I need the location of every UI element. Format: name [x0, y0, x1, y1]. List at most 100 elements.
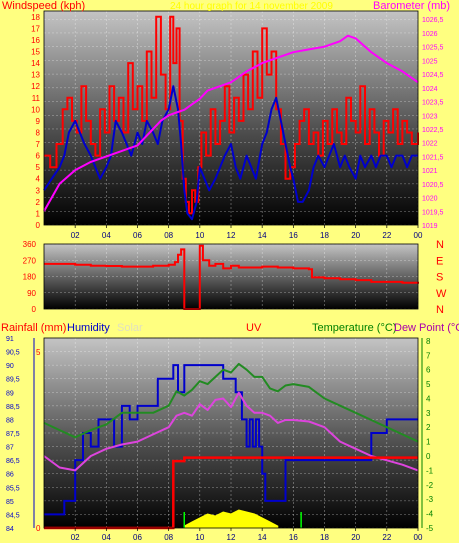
wind-y-tick-label: 4 — [36, 175, 41, 184]
temperature-x-tick-label: 14 — [258, 533, 267, 542]
wind-x-tick-label: 00 — [414, 231, 423, 240]
dewpoint-line — [43, 391, 419, 472]
temperature-y-tick-label: 0 — [426, 452, 431, 461]
rain-y-tick-label: 5 — [36, 348, 41, 357]
temperature-y-tick-label: 3 — [426, 409, 431, 418]
humidity-y-tick-label: 84,5 — [6, 512, 20, 519]
temperature-y-tick-label: 8 — [426, 337, 431, 346]
wind-x-tick-label: 14 — [258, 231, 267, 240]
compass-label: W — [436, 288, 447, 300]
temperature-y-tick-label: 6 — [426, 366, 431, 375]
humidity-y-tick-label: 88 — [6, 417, 14, 424]
wind-x-tick-label: 06 — [133, 231, 142, 240]
wind-y-tick-label: 0 — [36, 221, 41, 230]
rainfall-label: Rainfall (mm) — [1, 322, 66, 334]
wind-avg-line — [43, 85, 418, 221]
wind-gust-line — [44, 15, 419, 215]
humidity-y-tick-label: 84 — [6, 526, 14, 533]
barometer-y-tick-label: 1022 — [422, 141, 438, 148]
barometer-y-tick-label: 1019 — [422, 223, 438, 230]
temperature-y-tick-label: 7 — [426, 351, 431, 360]
temperature-x-tick-label: 02 — [71, 533, 80, 542]
temperature-x-tick-label: 18 — [320, 533, 329, 542]
temperature-y-tick-label: -5 — [426, 524, 434, 533]
solar-area — [183, 509, 279, 529]
humidity-y-tick-label: 91 — [6, 336, 14, 343]
wind-x-tick-label: 20 — [351, 231, 360, 240]
humidity-label: Humidity — [67, 322, 110, 334]
panel-border — [43, 337, 419, 529]
temperature-y-tick-label: 1 — [426, 438, 431, 447]
wind-y-tick-label: 12 — [31, 82, 40, 91]
humidity-y-tick-label: 86 — [6, 472, 14, 479]
wind-y-tick-label: 18 — [31, 13, 40, 22]
temperature-x-tick-label: 22 — [382, 533, 391, 542]
humidity-y-tick-label: 90 — [6, 363, 14, 370]
barometer-y-tick-label: 1021 — [422, 168, 438, 175]
solar-label: Solar — [117, 322, 143, 334]
wind-y-tick-label: 17 — [31, 24, 40, 33]
wind-panel — [44, 11, 418, 225]
wind-x-tick-label: 04 — [102, 231, 111, 240]
barometer-y-tick-label: 1019,5 — [422, 209, 444, 216]
wind-y-tick-label: 16 — [31, 36, 40, 45]
wind-y-tick-label: 1 — [36, 209, 41, 218]
dewpoint-label: Dew Point (°C) — [394, 322, 459, 334]
rain-y-tick-label: 0 — [36, 524, 41, 533]
direction-y-tick-label: 0 — [32, 305, 37, 314]
humidity-y-tick-label: 89,5 — [6, 377, 20, 384]
wind-x-tick-label: 02 — [71, 231, 80, 240]
humidity-y-tick-label: 89 — [6, 390, 14, 397]
wind-y-tick-label: 14 — [31, 59, 40, 68]
temperature-x-tick-label: 04 — [102, 533, 111, 542]
barometer-y-tick-label: 1021,5 — [422, 154, 444, 161]
temperature-x-tick-label: 16 — [289, 533, 298, 542]
wind-y-tick-label: 6 — [36, 152, 41, 161]
direction-y-tick-label: 270 — [23, 256, 37, 265]
temperature-y-tick-label: -4 — [426, 510, 434, 519]
wind-y-tick-label: 3 — [36, 186, 41, 195]
barometer-y-tick-label: 1023,5 — [422, 100, 444, 107]
temperature-x-tick-label: 20 — [351, 533, 360, 542]
humidity-y-tick-label: 86,5 — [6, 458, 20, 465]
humidity-y-tick-label: 85 — [6, 499, 14, 506]
compass-label: N — [436, 239, 444, 251]
wind-y-tick-label: 2 — [36, 198, 41, 207]
wind-x-tick-label: 10 — [195, 231, 204, 240]
barometer-y-tick-label: 1025,5 — [422, 45, 444, 52]
humidity-y-tick-label: 87 — [6, 445, 14, 452]
wind-direction-line — [44, 244, 419, 310]
temperature-y-tick-label: 2 — [426, 423, 431, 432]
barometer-y-tick-label: 1022,5 — [422, 127, 444, 134]
temperature-x-tick-label: 10 — [195, 533, 204, 542]
barometer-y-tick-label: 1025 — [422, 58, 438, 65]
axes: 012345678910111213141516171810191019,510… — [6, 10, 447, 542]
direction-y-tick-label: 90 — [27, 289, 36, 298]
temperature-x-tick-label: 06 — [133, 533, 142, 542]
wind-axis-label: Windspeed (kph) — [2, 0, 85, 12]
wind-y-tick-label: 9 — [36, 117, 41, 126]
panel-border — [43, 243, 419, 310]
temperature-x-tick-label: 08 — [164, 533, 173, 542]
barometer-y-tick-label: 1020 — [422, 196, 438, 203]
compass-label: S — [436, 272, 443, 284]
barometer-y-tick-label: 1023 — [422, 113, 438, 120]
temperature-y-tick-label: -3 — [426, 495, 434, 504]
barometer-y-tick-label: 1020,5 — [422, 182, 444, 189]
direction-y-tick-label: 360 — [23, 240, 37, 249]
wind-x-tick-label: 18 — [320, 231, 329, 240]
wind-y-tick-label: 10 — [31, 105, 40, 114]
humidity-line — [44, 364, 418, 516]
wind-x-tick-label: 16 — [289, 231, 298, 240]
barometer-y-tick-label: 1026,5 — [422, 17, 444, 24]
wind-y-tick-label: 15 — [31, 47, 40, 56]
humidity-y-tick-label: 87,5 — [6, 431, 20, 438]
wind-x-tick-label: 08 — [164, 231, 173, 240]
temperature-label: Temperature (°C) — [312, 322, 396, 334]
barometer-y-tick-label: 1024,5 — [422, 72, 444, 79]
temperature-x-tick-label: 12 — [227, 533, 236, 542]
compass-label: E — [436, 255, 443, 267]
wind-y-tick-label: 8 — [36, 128, 41, 137]
temperature-y-tick-label: -1 — [426, 466, 434, 475]
